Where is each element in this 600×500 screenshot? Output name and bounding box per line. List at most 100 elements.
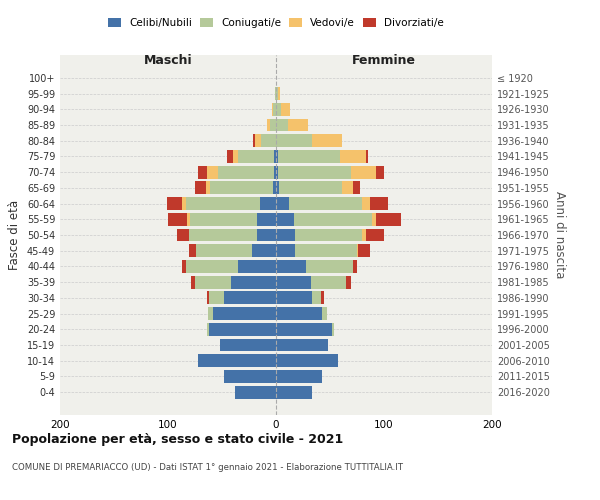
- Bar: [278, 166, 350, 178]
- Bar: [195, 182, 206, 194]
- Bar: [289, 197, 362, 210]
- Bar: [311, 292, 322, 304]
- Bar: [276, 307, 322, 320]
- Bar: [227, 150, 233, 163]
- Bar: [276, 197, 289, 210]
- Bar: [218, 166, 274, 178]
- Bar: [276, 118, 288, 132]
- Bar: [288, 118, 308, 132]
- Bar: [235, 386, 276, 398]
- Bar: [182, 260, 187, 273]
- Bar: [208, 307, 214, 320]
- Bar: [276, 276, 311, 288]
- Bar: [306, 260, 353, 273]
- Bar: [278, 87, 280, 100]
- Bar: [268, 118, 269, 132]
- Bar: [233, 150, 238, 163]
- Bar: [209, 323, 276, 336]
- Bar: [276, 87, 278, 100]
- Bar: [269, 118, 276, 132]
- Bar: [332, 323, 334, 336]
- Bar: [311, 276, 346, 288]
- Bar: [376, 213, 401, 226]
- Bar: [276, 292, 311, 304]
- Bar: [195, 276, 230, 288]
- Bar: [273, 182, 276, 194]
- Bar: [322, 307, 327, 320]
- Bar: [362, 197, 370, 210]
- Bar: [365, 150, 368, 163]
- Bar: [322, 292, 323, 304]
- Bar: [276, 103, 281, 116]
- Bar: [276, 354, 338, 367]
- Bar: [362, 228, 365, 241]
- Text: COMUNE DI PREMARIACCO (UD) - Dati ISTAT 1° gennaio 2021 - Elaborazione TUTTITALI: COMUNE DI PREMARIACCO (UD) - Dati ISTAT …: [12, 462, 403, 471]
- Bar: [276, 244, 295, 257]
- Bar: [187, 260, 238, 273]
- Bar: [256, 134, 261, 147]
- Bar: [167, 197, 182, 210]
- Bar: [210, 182, 273, 194]
- Bar: [272, 103, 273, 116]
- Bar: [190, 213, 257, 226]
- Bar: [261, 134, 276, 147]
- Bar: [252, 244, 276, 257]
- Text: Femmine: Femmine: [352, 54, 416, 67]
- Bar: [353, 182, 360, 194]
- Bar: [365, 228, 384, 241]
- Bar: [358, 244, 370, 257]
- Bar: [342, 182, 353, 194]
- Bar: [230, 276, 276, 288]
- Bar: [257, 228, 276, 241]
- Bar: [224, 370, 276, 383]
- Text: Maschi: Maschi: [143, 54, 193, 67]
- Y-axis label: Fasce di età: Fasce di età: [8, 200, 21, 270]
- Bar: [350, 166, 376, 178]
- Bar: [276, 134, 311, 147]
- Bar: [276, 213, 295, 226]
- Bar: [276, 182, 279, 194]
- Bar: [340, 150, 365, 163]
- Bar: [353, 260, 357, 273]
- Bar: [196, 244, 252, 257]
- Text: Popolazione per età, sesso e stato civile - 2021: Popolazione per età, sesso e stato civil…: [12, 432, 343, 446]
- Bar: [276, 228, 295, 241]
- Bar: [188, 228, 257, 241]
- Bar: [278, 150, 340, 163]
- Bar: [276, 260, 306, 273]
- Bar: [207, 166, 218, 178]
- Bar: [168, 213, 187, 226]
- Bar: [238, 260, 276, 273]
- Bar: [207, 323, 209, 336]
- Bar: [209, 292, 224, 304]
- Bar: [357, 244, 358, 257]
- Bar: [238, 150, 274, 163]
- Bar: [346, 276, 350, 288]
- Bar: [206, 182, 210, 194]
- Bar: [295, 244, 357, 257]
- Bar: [188, 244, 196, 257]
- Bar: [273, 103, 276, 116]
- Bar: [191, 276, 195, 288]
- Bar: [376, 166, 384, 178]
- Bar: [276, 386, 311, 398]
- Bar: [257, 213, 276, 226]
- Bar: [274, 166, 276, 178]
- Bar: [187, 213, 190, 226]
- Bar: [311, 134, 342, 147]
- Bar: [276, 166, 278, 178]
- Bar: [187, 197, 260, 210]
- Bar: [253, 134, 256, 147]
- Bar: [295, 213, 372, 226]
- Bar: [372, 213, 376, 226]
- Bar: [176, 228, 188, 241]
- Bar: [260, 197, 276, 210]
- Bar: [182, 197, 187, 210]
- Bar: [198, 354, 276, 367]
- Bar: [276, 150, 278, 163]
- Bar: [274, 150, 276, 163]
- Bar: [220, 338, 276, 351]
- Bar: [276, 338, 328, 351]
- Y-axis label: Anni di nascita: Anni di nascita: [553, 192, 566, 278]
- Bar: [275, 87, 276, 100]
